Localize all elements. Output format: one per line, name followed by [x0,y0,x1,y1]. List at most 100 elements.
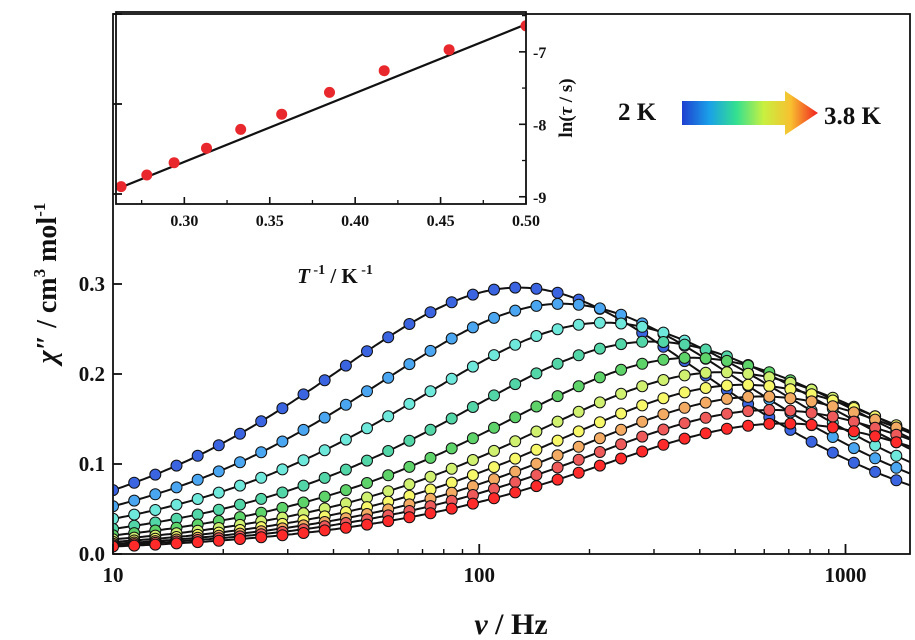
data-point [636,320,649,333]
data-point [509,304,522,317]
data-point [890,474,903,487]
data-point [361,477,373,489]
data-point [424,344,437,357]
data-point [551,449,564,462]
data-point [488,283,500,296]
data-point [636,415,649,428]
data-point [466,321,479,334]
main-data-points [113,281,903,553]
data-point [763,390,776,403]
inset-data-point [443,44,455,56]
data-point [636,335,649,348]
data-point [742,419,755,432]
data-point [678,401,691,414]
data-point [720,366,733,379]
data-point [424,451,437,464]
inset-data-point [276,108,288,120]
data-point [149,538,162,551]
data-point [318,411,331,424]
data-point [593,459,606,472]
data-point [466,360,479,373]
data-point [509,465,522,478]
data-point [530,367,543,380]
data-point [255,446,268,459]
data-point [361,422,373,435]
data-point [488,444,500,457]
data-point [488,492,500,505]
data-point [530,480,543,493]
y-tick-label: 0.0 [79,542,105,566]
data-point [318,471,331,484]
data-point [869,452,882,465]
data-point [572,440,585,453]
data-point [445,372,458,385]
data-point [593,302,606,315]
data-point [212,486,225,499]
data-point [551,390,564,403]
data-point [488,461,500,474]
inset-fit-line [120,23,526,189]
data-point [699,427,712,440]
inset-y-tick-label: -7 [533,45,546,62]
data-point [339,433,352,446]
data-point [699,396,712,409]
data-point [149,504,162,516]
data-point [805,395,818,408]
data-point [847,456,860,469]
data-point [615,407,628,420]
data-point [615,363,628,376]
data-point [466,469,479,482]
data-point [170,481,183,494]
data-point [551,297,564,310]
data-point [297,496,310,509]
data-point [318,490,331,503]
data-point [615,317,628,330]
data-point [742,405,755,418]
data-point [657,374,670,386]
data-point [403,460,416,473]
data-point [826,446,839,459]
data-point [128,539,141,552]
data-point [742,378,755,391]
data-point [382,485,395,498]
data-point [382,469,395,482]
data-point [191,536,204,549]
data-point [149,468,162,481]
data-point [699,382,712,394]
data-point [234,498,246,511]
data-point [255,415,268,428]
data-point [869,430,882,443]
data-point [636,445,649,458]
data-point [170,459,183,472]
data-point [276,486,289,499]
data-point [551,461,564,474]
inset-x-tick-label: 0.50 [512,213,540,230]
data-point [572,349,585,362]
data-point [615,338,628,351]
data-point [678,369,691,382]
data-point [361,345,373,358]
data-point [699,352,712,365]
data-point [742,390,755,403]
data-point [784,417,797,430]
data-point [720,392,733,405]
data-point [530,282,543,295]
data-point [128,508,141,521]
data-point [657,408,670,421]
data-point [424,470,437,483]
data-point [847,442,860,455]
data-point [445,296,458,309]
inset-data-point [235,123,247,135]
inset-data-point [378,65,390,77]
data-point [488,389,500,402]
legend-start-label: 2 K [618,99,657,126]
data-point [339,521,352,534]
data-point [276,463,289,476]
data-point [530,425,543,438]
data-point [593,396,606,409]
data-point [678,417,691,430]
data-point [424,423,437,436]
data-point [297,388,310,401]
data-point [615,387,628,400]
